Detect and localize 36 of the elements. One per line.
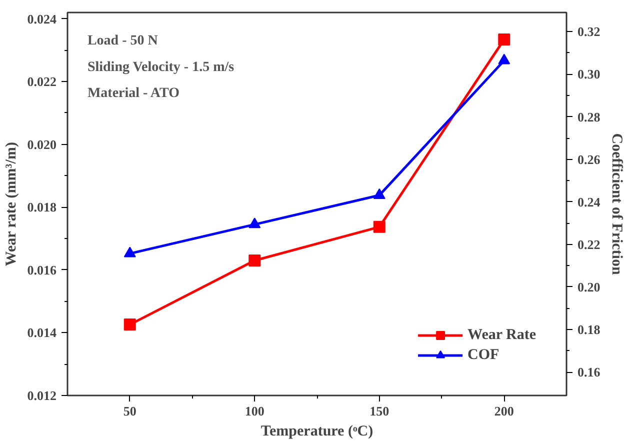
y2-tick-label: 0.20 xyxy=(578,279,600,294)
y2-tick-label: 0.24 xyxy=(578,194,601,210)
y-tick-label: 0.022 xyxy=(27,74,56,90)
y2-tick-label: 0.30 xyxy=(578,66,600,82)
x-tick-label: 200 xyxy=(494,404,514,418)
y2-axis-title: Coefficient of Friction xyxy=(608,133,624,276)
point xyxy=(498,54,510,64)
y-tick-label: 0.016 xyxy=(27,262,57,278)
x-tick-label: 150 xyxy=(370,404,390,418)
point xyxy=(248,218,261,228)
y-tick-label: 0.020 xyxy=(27,136,56,152)
y-tick-label: 0.014 xyxy=(27,325,57,340)
y2-tick-label: 0.18 xyxy=(578,322,601,338)
x-tick-label: 100 xyxy=(244,404,264,418)
y2-tick-label: 0.22 xyxy=(578,236,600,252)
point xyxy=(498,34,510,46)
y2-tick-label: 0.32 xyxy=(578,24,600,40)
annotation: Material - ATO xyxy=(87,86,180,101)
annotation: Sliding Velocity - 1.5 m/s xyxy=(87,60,235,75)
y2-tick-label: 0.28 xyxy=(578,109,601,124)
y-tick-label: 0.012 xyxy=(27,388,56,403)
point xyxy=(373,188,386,199)
point xyxy=(248,254,261,267)
legend-label: Wear Rate xyxy=(468,326,536,344)
y-tick-label: 0.018 xyxy=(27,200,57,215)
point xyxy=(373,220,386,233)
legend-label: COF xyxy=(468,346,500,364)
point xyxy=(124,246,136,258)
y2-tick-label: 0.16 xyxy=(578,364,601,380)
x-tick-label: 50 xyxy=(123,404,136,418)
x-axis-title: Temperature (ᵒC) xyxy=(260,424,374,440)
annotation: Load - 50 N xyxy=(87,34,158,49)
y2-tick-label: 0.26 xyxy=(578,152,601,167)
point xyxy=(124,318,136,331)
y-tick-label: 0.024 xyxy=(27,11,57,26)
y-axis-title: Wear rate (mm³/m) xyxy=(3,142,20,266)
